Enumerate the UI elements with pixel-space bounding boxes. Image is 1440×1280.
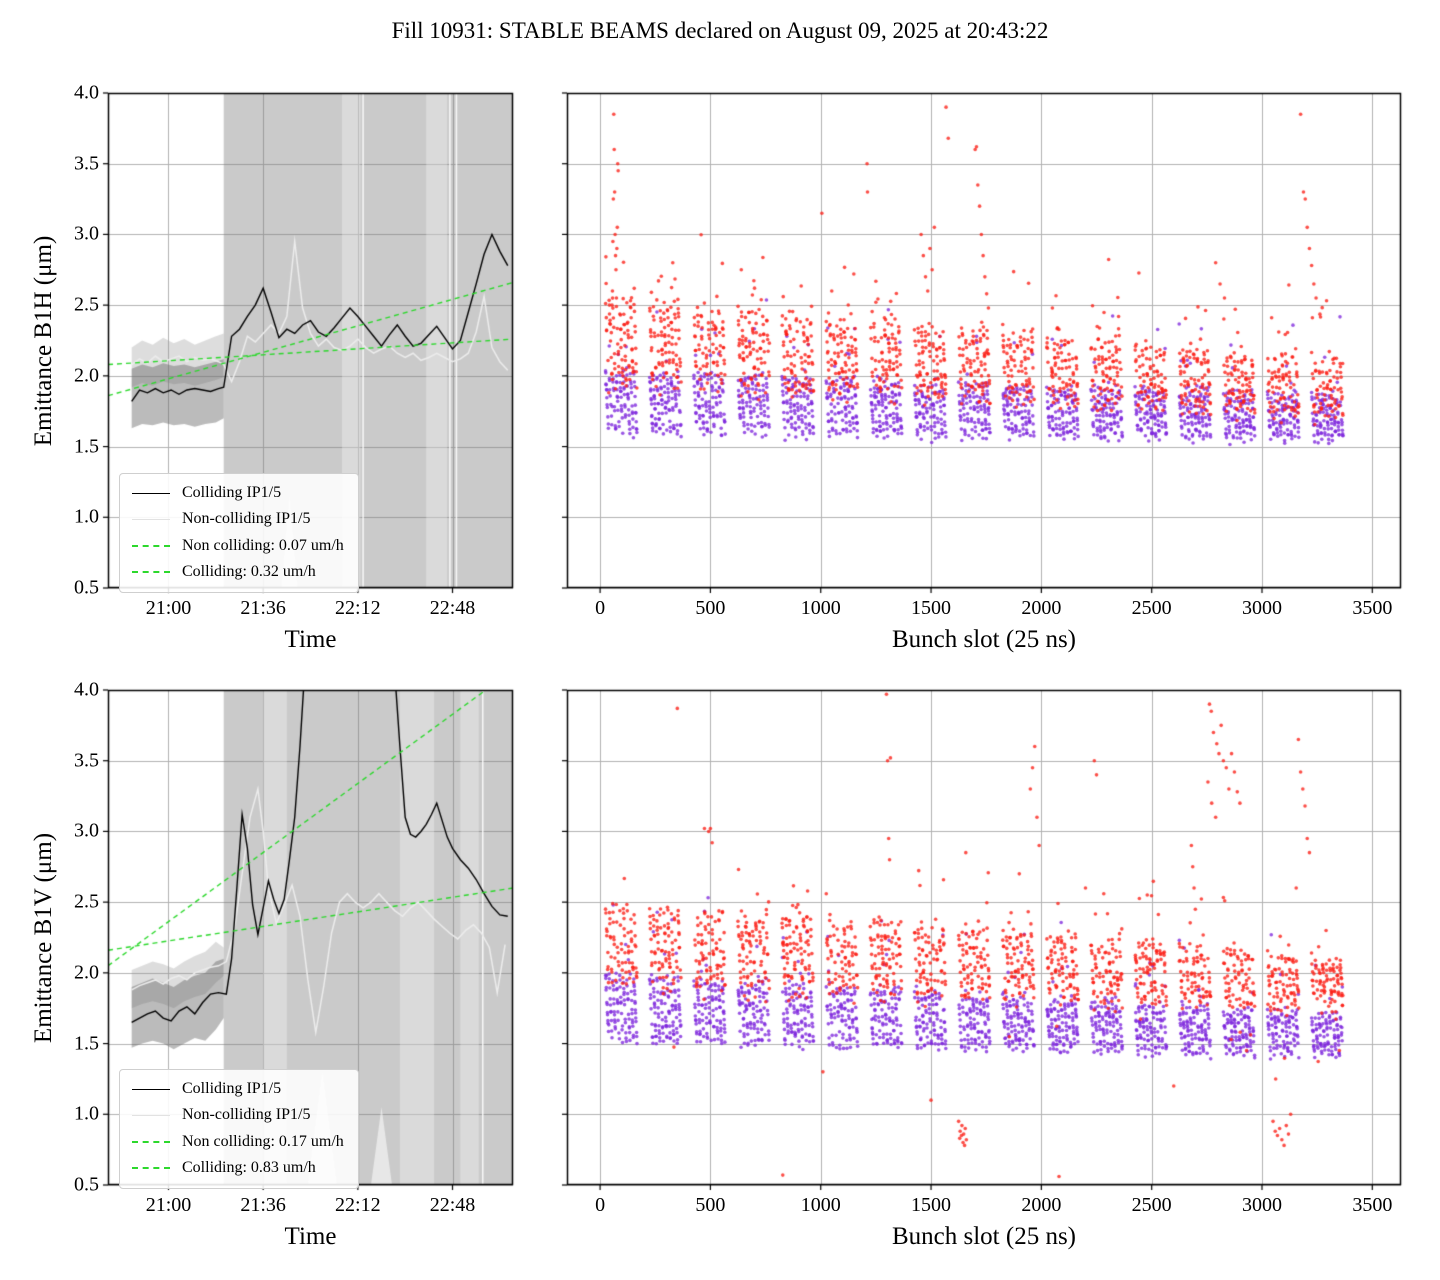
- x-tick-label: 21:00: [145, 597, 192, 619]
- x-tick-label: 22:12: [335, 1194, 381, 1216]
- x-tick-label: 3500: [1352, 597, 1393, 619]
- legend-b1h: Colliding IP1/5 Non-colliding IP1/5 Non …: [119, 473, 359, 593]
- y-tick-label: 1.5: [74, 435, 99, 458]
- y-tick-label: 3.5: [74, 749, 99, 772]
- colliding-line-sample: [132, 492, 170, 494]
- y-tick-label: 2.5: [74, 890, 99, 913]
- x-tick-label: 0: [595, 1194, 606, 1216]
- x-tick-label: 3000: [1242, 597, 1282, 619]
- x-axis-label: Time: [284, 1223, 337, 1250]
- y-tick-label: 3.0: [74, 222, 99, 245]
- x-tick-label: 500: [695, 1194, 726, 1216]
- x-tick-label: 22:48: [429, 597, 476, 619]
- x-tick-label: 22:12: [335, 597, 381, 619]
- legend-row: Colliding IP1/5: [132, 484, 344, 502]
- legend-row: Colliding IP1/5: [132, 1080, 344, 1098]
- x-axis-label: Bunch slot (25 ns): [891, 626, 1077, 653]
- legend-label: Colliding IP1/5: [182, 1080, 282, 1097]
- y-tick-label: 4.0: [74, 678, 99, 701]
- x-tick-label: 22:48: [429, 1194, 476, 1216]
- x-axis-label: Time: [284, 626, 337, 653]
- x-tick-label: 21:00: [145, 1194, 192, 1216]
- y-tick-label: 1.0: [74, 1102, 99, 1125]
- x-tick-label: 1500: [911, 1194, 952, 1216]
- x-tick-label: 500: [695, 597, 726, 619]
- legend-label: Non colliding: 0.17 um/h: [182, 1132, 344, 1150]
- noncolliding-fit-sample: [132, 544, 170, 547]
- legend-label: Colliding: 0.32 um/h: [182, 563, 316, 581]
- y-axis-label: Emittance B1V (μm): [30, 832, 57, 1043]
- x-axis-label: Bunch slot (25 ns): [891, 1223, 1077, 1250]
- x-tick-label: 2000: [1021, 597, 1062, 619]
- colliding-line-sample: [132, 1088, 170, 1090]
- y-tick-label: 3.5: [74, 152, 99, 175]
- y-tick-label: 1.5: [74, 1032, 99, 1055]
- y-tick-label: 4.0: [74, 81, 99, 104]
- figure-title: Fill 10931: STABLE BEAMS declared on Aug…: [391, 18, 1049, 43]
- legend-label: Non-colliding IP1/5: [182, 1106, 311, 1124]
- legend-row: Non-colliding IP1/5: [132, 1106, 344, 1124]
- legend-label: Non-colliding IP1/5: [182, 510, 311, 528]
- colliding-fit-sample: [132, 1167, 170, 1170]
- legend-label: Colliding IP1/5: [182, 484, 282, 501]
- y-tick-label: 0.5: [74, 1173, 99, 1196]
- legend-row: Non colliding: 0.07 um/h: [132, 537, 344, 555]
- legend-b1v: Colliding IP1/5 Non-colliding IP1/5 Non …: [119, 1069, 359, 1189]
- legend-row: Non colliding: 0.17 um/h: [132, 1133, 344, 1151]
- y-tick-label: 2.0: [74, 961, 99, 984]
- x-tick-label: 21:36: [240, 597, 286, 619]
- x-tick-label: 0: [595, 597, 606, 619]
- y-tick-label: 2.5: [74, 293, 99, 316]
- x-tick-label: 1500: [911, 597, 952, 619]
- y-tick-label: 2.0: [74, 364, 99, 387]
- x-tick-label: 3500: [1352, 1194, 1393, 1216]
- x-tick-label: 2000: [1021, 1194, 1062, 1216]
- legend-label: Colliding: 0.83 um/h: [182, 1159, 316, 1177]
- y-tick-label: 3.0: [74, 819, 99, 842]
- x-tick-label: 21:36: [240, 1194, 286, 1216]
- colliding-fit-sample: [132, 571, 170, 574]
- y-axis-label: Emittance B1H (μm): [30, 235, 57, 446]
- x-tick-label: 2500: [1131, 597, 1172, 619]
- legend-row: Non-colliding IP1/5: [132, 510, 344, 528]
- x-tick-label: 1000: [800, 1194, 841, 1216]
- legend-label: Non colliding: 0.07 um/h: [182, 536, 344, 554]
- y-tick-label: 0.5: [74, 576, 99, 599]
- noncolliding-line-sample: [132, 1115, 170, 1117]
- noncolliding-fit-sample: [132, 1140, 170, 1143]
- x-tick-label: 3000: [1242, 1194, 1282, 1216]
- x-tick-label: 1000: [800, 597, 841, 619]
- y-tick-label: 1.0: [74, 505, 99, 528]
- noncolliding-line-sample: [132, 519, 170, 521]
- legend-row: Colliding: 0.32 um/h: [132, 563, 344, 581]
- legend-row: Colliding: 0.83 um/h: [132, 1159, 344, 1177]
- x-tick-label: 2500: [1131, 1194, 1172, 1216]
